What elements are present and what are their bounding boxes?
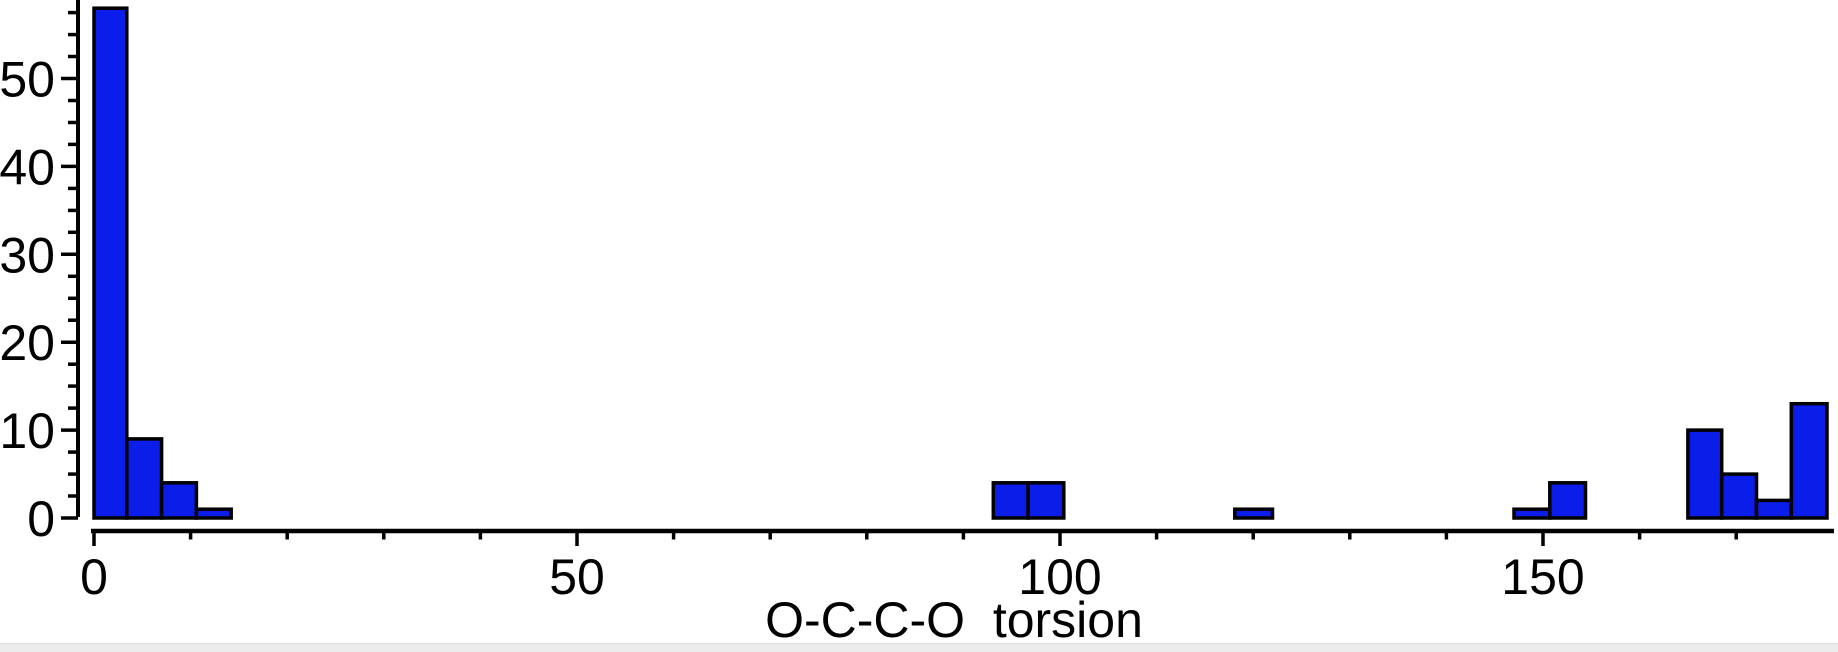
histogram-bars-layer <box>92 6 1829 520</box>
y-tick-label: 50 <box>0 52 55 108</box>
histogram-bar <box>1686 428 1724 520</box>
x-tick-label: 150 <box>1501 549 1584 605</box>
histogram-bar <box>125 437 164 520</box>
x-tick-label: 50 <box>549 549 605 605</box>
x-axis-title: O-C-C-O torsion <box>765 592 1143 648</box>
histogram-bar <box>1789 401 1829 520</box>
histogram-bar <box>159 481 199 520</box>
histogram-bar <box>1026 481 1066 520</box>
histogram-bar <box>1754 498 1794 520</box>
axes-layer: 0 10 20 30 40 50 0 50 100 150 <box>0 0 1834 605</box>
y-tick-label: 40 <box>0 139 55 195</box>
histogram-bar <box>1233 507 1275 520</box>
x-tick-label: 0 <box>80 549 108 605</box>
y-tick-label: 30 <box>0 227 55 283</box>
histogram-bar <box>991 481 1030 520</box>
x-tick-label: 100 <box>1018 549 1101 605</box>
histogram-bar <box>1548 481 1588 520</box>
y-tick-label: 10 <box>0 403 55 459</box>
histogram-bar <box>194 507 233 520</box>
histogram-bar <box>1512 507 1552 520</box>
histogram-bar <box>92 6 129 520</box>
y-tick-label: 0 <box>27 491 55 547</box>
y-tick-label: 20 <box>0 315 55 371</box>
histogram-bar <box>1719 472 1759 520</box>
bottom-window-strip <box>0 643 1838 652</box>
